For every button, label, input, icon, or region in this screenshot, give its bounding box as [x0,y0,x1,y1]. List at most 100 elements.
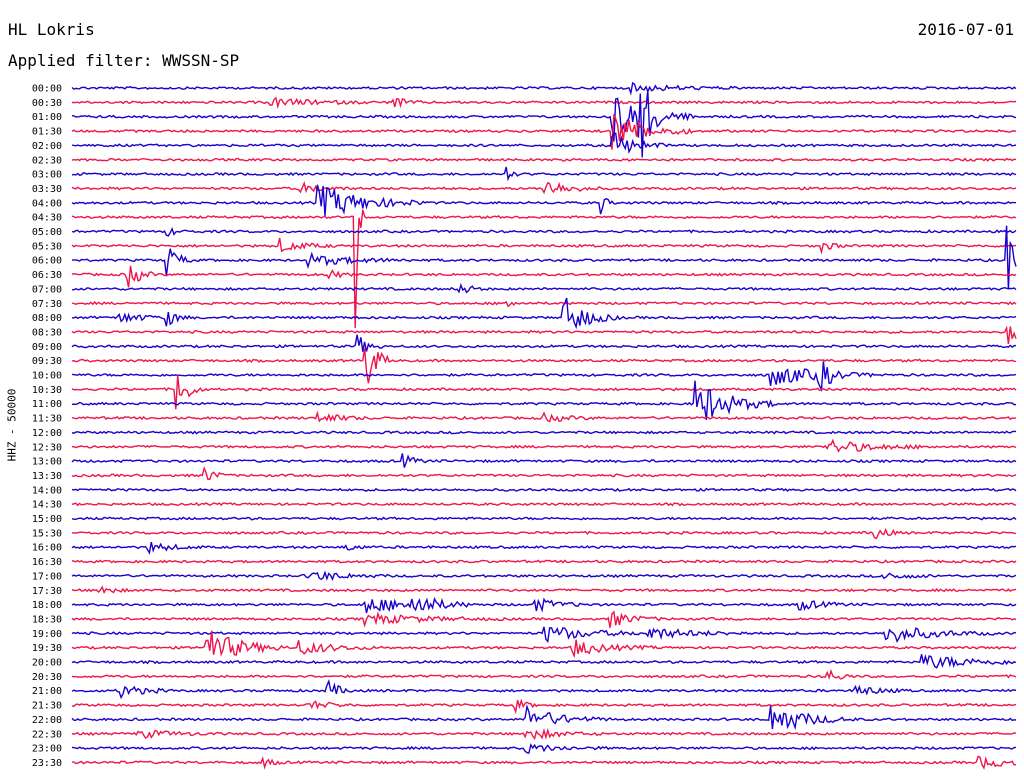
time-label: 18:30 [32,614,62,625]
seismic-trace-2200 [71,704,1017,731]
time-label: 11:30 [32,414,62,425]
seismic-trace-1000 [71,361,1017,393]
time-label: 22:00 [32,715,62,726]
time-label: 09:00 [32,342,62,353]
seismic-trace-0530 [71,237,1017,255]
time-label: 15:30 [32,528,62,539]
time-label: 07:30 [32,299,62,310]
seismic-trace-0630 [71,265,1017,288]
time-label: 20:00 [32,658,62,669]
time-label: 16:00 [32,543,62,554]
time-label: 00:00 [32,84,62,95]
filter-label: Applied filter: WWSSN-SP [8,51,240,70]
seismic-trace-0600 [71,225,1017,290]
seismic-trace-1330 [71,466,1017,481]
seismic-trace-2130 [71,698,1017,715]
station-title: HL Lokris [8,20,95,39]
seismic-trace-1600 [71,541,1017,555]
seismic-trace-0500 [71,226,1017,237]
seismic-trace-1900 [71,626,1017,643]
seismic-trace-0700 [71,282,1017,294]
seismic-trace-1300 [71,453,1017,468]
time-label: 12:30 [32,442,62,453]
time-label: 05:30 [32,241,62,252]
seismic-trace-1500 [71,516,1017,521]
time-label: 03:00 [32,170,62,181]
time-label: 04:00 [32,198,62,209]
time-label: 10:30 [32,385,62,396]
seismic-trace-0730 [71,300,1017,308]
seismic-trace-2230 [71,727,1017,741]
seismic-trace-2330 [71,755,1016,770]
seismic-trace-1430 [71,501,1017,507]
time-label: 19:00 [32,629,62,640]
time-label: 21:00 [32,686,62,697]
seismic-trace-1230 [71,438,1017,453]
time-label: 06:00 [32,256,62,267]
time-label: 20:30 [32,672,62,683]
time-label: 01:30 [32,127,62,138]
seismic-trace-1400 [71,487,1017,492]
seismic-trace-1200 [71,430,1017,435]
time-label: 08:00 [32,313,62,324]
time-label: 04:30 [32,213,62,224]
time-label: 02:30 [32,155,62,166]
seismic-trace-1730 [71,585,1017,595]
seismic-trace-0100 [71,90,1017,158]
time-label: 16:30 [32,557,62,568]
seismic-trace-0130 [71,113,1017,150]
seismic-trace-1630 [71,559,1017,564]
seismic-trace-2000 [71,654,1017,669]
time-label: 08:30 [32,327,62,338]
time-label: 19:30 [32,643,62,654]
time-label: 21:30 [32,701,62,712]
time-label: 03:30 [32,184,62,195]
time-label: 22:30 [32,729,62,740]
time-label: 06:30 [32,270,62,281]
time-label: 17:30 [32,586,62,597]
seismic-trace-0830 [71,325,1017,344]
time-label: 14:00 [32,485,62,496]
seismic-trace-2300 [71,742,1017,754]
time-label: 01:00 [32,112,62,123]
time-label: 02:00 [32,141,62,152]
seismic-trace-0200 [71,132,1017,154]
time-label: 13:00 [32,457,62,468]
seismic-trace-0000 [71,81,1017,96]
time-label: 00:30 [32,98,62,109]
time-label: 17:00 [32,571,62,582]
time-label: 10:00 [32,371,62,382]
time-label: 23:00 [32,744,62,755]
time-label: 13:30 [32,471,62,482]
time-label: 15:00 [32,514,62,525]
seismic-trace-0030 [71,96,1017,110]
seismic-trace-1030 [71,375,1017,410]
seismic-trace-1700 [71,570,1017,581]
seismic-trace-0230 [71,157,1017,162]
seismic-trace-2100 [71,679,1017,700]
seismic-trace-0330 [71,180,1017,195]
seismic-trace-0900 [71,334,1017,352]
seismic-trace-0400 [71,184,1017,217]
time-label: 07:00 [32,284,62,295]
time-label: 11:00 [32,399,62,410]
seismic-trace-1830 [71,610,1017,628]
seismic-trace-0930 [71,348,1017,384]
seismic-trace-0800 [71,297,1017,330]
time-label: 12:00 [32,428,62,439]
time-label: 05:00 [32,227,62,238]
time-label: 18:00 [32,600,62,611]
seismic-trace-1930 [71,630,1017,659]
time-label: 23:30 [32,758,62,769]
date-label: 2016-07-01 [917,20,1014,39]
time-label: 14:30 [32,500,62,511]
seismic-trace-1800 [71,596,1017,614]
seismic-trace-2030 [71,668,1017,680]
seismic-trace-0430 [71,209,1017,329]
seismic-trace-0300 [71,166,1017,182]
time-label: 09:30 [32,356,62,367]
seismic-trace-1130 [71,410,1017,423]
seismic-trace-1100 [71,380,1017,421]
seismic-trace-1530 [71,527,1017,540]
